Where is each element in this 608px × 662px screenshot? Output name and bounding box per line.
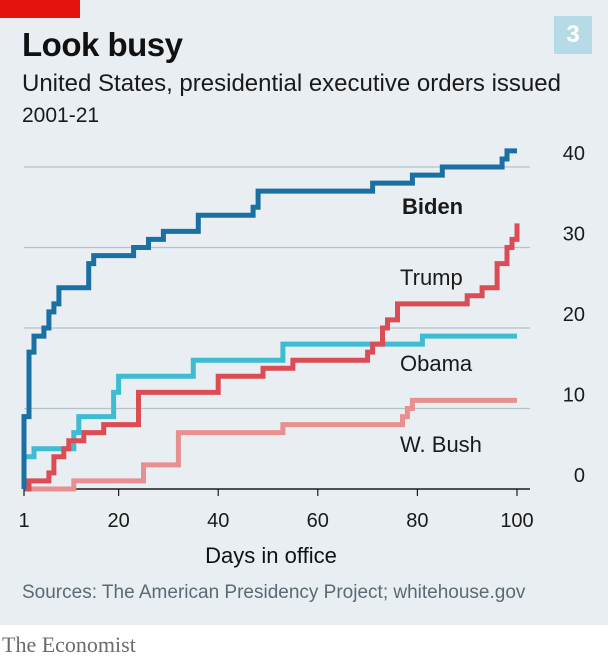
series-line-trump [24, 223, 520, 492]
series-label-trump: Trump [400, 265, 463, 290]
chart-title: Look busy [22, 26, 183, 63]
series-label-w-bush: W. Bush [400, 432, 482, 457]
y-tick-label: 40 [563, 143, 585, 165]
y-tick-label: 10 [563, 385, 585, 407]
x-tick-label: 60 [307, 510, 329, 532]
chart-card [0, 0, 608, 625]
x-tick-label: 100 [500, 510, 533, 532]
y-tick-label: 0 [574, 465, 585, 487]
series-label-biden: Biden [402, 194, 463, 219]
series-label-obama: Obama [400, 351, 473, 376]
chart-date-range: 2001-21 [22, 104, 100, 127]
x-tick-label: 80 [406, 510, 428, 532]
series-line-w-bush [24, 397, 517, 492]
y-tick-label: 30 [563, 224, 585, 246]
x-tick-label: 20 [107, 510, 129, 532]
line-chart: 0 10 20 30 40 1 20 40 60 80 100 Biden Trump Obama W. B… [18, 143, 585, 568]
series-line-obama [21, 333, 517, 489]
x-tick-label: 1 [18, 510, 29, 532]
brand-wordmark: The Economist [2, 632, 136, 657]
x-axis-label: Days in office [205, 543, 337, 568]
series-lines [21, 148, 520, 492]
axes: 0 10 20 30 40 1 20 40 60 80 100 Biden Trump Obama W. B… [18, 143, 585, 532]
source-note: Sources: The American Presidency Project… [22, 582, 526, 603]
chart-subtitle: United States, presidential executive or… [22, 70, 561, 97]
brand-red-tag [0, 0, 80, 18]
series-line-biden [21, 148, 517, 489]
chart-number-badge: 3 [554, 16, 592, 54]
x-tick-label: 40 [207, 510, 229, 532]
y-tick-label: 20 [563, 304, 585, 326]
